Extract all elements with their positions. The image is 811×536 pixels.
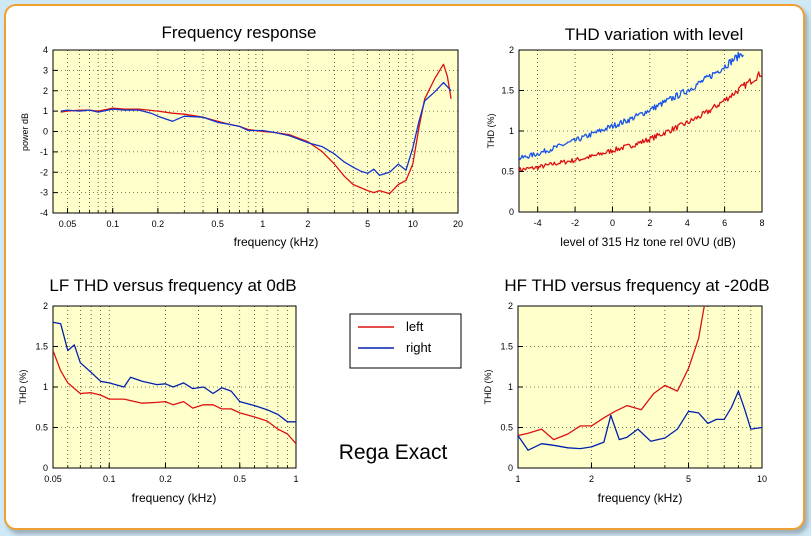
x-tick-label: 0.2 bbox=[152, 219, 165, 229]
y-axis-label: THD (%) bbox=[483, 370, 493, 405]
x-tick-label: 4 bbox=[685, 218, 690, 228]
product-label: Rega Exact bbox=[339, 441, 448, 464]
lf-thd-chart: 0.05 0.1 0.2 0.5 1 0 0.5 1 1.5 2 LF THD versus fr… bbox=[18, 276, 299, 505]
chart-plot-area bbox=[52, 49, 459, 214]
chart-title: HF THD versus frequency at -20dB bbox=[504, 276, 769, 295]
y-tick-label: 3 bbox=[43, 65, 48, 75]
y-axis-label: THD (%) bbox=[486, 114, 496, 149]
figure-frame: 0.05 0.1 0.2 0.5 1 2 5 10 20 -4 -3 -2 -1 0 1 2 3 4 Freque… bbox=[4, 4, 805, 530]
y-tick-label: 1.5 bbox=[501, 86, 514, 96]
y-tick-label: 0 bbox=[43, 127, 48, 137]
chart-ticks: 0.05 0.1 0.2 0.5 1 0 0.5 1 1.5 2 bbox=[35, 301, 298, 484]
chart-ticks: -4 -2 0 2 4 6 8 0 0.5 1 1.5 2 bbox=[501, 45, 764, 228]
x-tick-label: 1 bbox=[260, 219, 265, 229]
x-tick-label: 0 bbox=[610, 218, 615, 228]
chart-series-group bbox=[518, 306, 762, 451]
series-line-right bbox=[60, 81, 452, 176]
y-tick-label: 2 bbox=[509, 45, 514, 55]
x-tick-label: 2 bbox=[589, 474, 594, 484]
series-line-left bbox=[518, 306, 705, 441]
legend-right-label: right bbox=[406, 340, 432, 355]
chart-grid bbox=[53, 306, 296, 468]
x-tick-label: 1 bbox=[293, 474, 298, 484]
hf-thd-chart: 1 2 5 10 0 0.5 1 1.5 2 HF THD versus frequency a… bbox=[483, 276, 770, 505]
series-line-left bbox=[53, 350, 296, 445]
y-tick-label: 0.5 bbox=[501, 167, 514, 177]
x-tick-label: -4 bbox=[534, 218, 542, 228]
x-tick-label: 2 bbox=[647, 218, 652, 228]
x-tick-label: 0.1 bbox=[106, 219, 119, 229]
x-tick-label: 0.5 bbox=[211, 219, 224, 229]
x-axis-label: frequency (kHz) bbox=[132, 491, 217, 505]
x-tick-label: 20 bbox=[453, 219, 463, 229]
y-tick-label: 0 bbox=[43, 463, 48, 473]
x-tick-label: 0.1 bbox=[103, 474, 116, 484]
x-tick-label: 1 bbox=[515, 474, 520, 484]
series-line-left bbox=[519, 71, 762, 173]
y-tick-label: 2 bbox=[508, 301, 513, 311]
x-tick-label: 5 bbox=[686, 474, 691, 484]
y-tick-label: 1 bbox=[43, 106, 48, 116]
x-tick-label: 0.2 bbox=[159, 474, 172, 484]
x-axis-label: frequency (kHz) bbox=[234, 235, 319, 249]
series-line-left bbox=[60, 63, 452, 195]
y-axis-label: THD (%) bbox=[18, 370, 28, 405]
chart-title: Frequency response bbox=[162, 23, 317, 42]
chart-series-group bbox=[60, 63, 452, 195]
frequency-response-chart: 0.05 0.1 0.2 0.5 1 2 5 10 20 -4 -3 -2 -1 0 1 2 3 4 Freque… bbox=[20, 23, 463, 249]
y-tick-label: 2 bbox=[43, 301, 48, 311]
chart-title: LF THD versus frequency at 0dB bbox=[49, 276, 296, 295]
series-line-right bbox=[53, 321, 296, 423]
x-tick-label: 5 bbox=[365, 219, 370, 229]
y-tick-label: -4 bbox=[40, 208, 48, 218]
x-tick-label: 0.05 bbox=[44, 474, 62, 484]
y-tick-label: -1 bbox=[40, 147, 48, 157]
x-tick-label: 8 bbox=[759, 218, 764, 228]
y-tick-label: 4 bbox=[43, 45, 48, 55]
x-tick-label: 10 bbox=[408, 219, 418, 229]
y-tick-label: 0 bbox=[509, 207, 514, 217]
y-tick-label: 0.5 bbox=[500, 423, 513, 433]
y-axis-label: power dB bbox=[20, 113, 30, 151]
legend-left-label: left bbox=[406, 319, 424, 334]
y-tick-label: 1.5 bbox=[500, 342, 513, 352]
x-tick-label: 6 bbox=[722, 218, 727, 228]
y-tick-label: 1 bbox=[43, 382, 48, 392]
chart-ticks: 1 2 5 10 0 0.5 1 1.5 2 bbox=[500, 301, 767, 484]
y-tick-label: 1 bbox=[509, 126, 514, 136]
y-tick-label: -3 bbox=[40, 188, 48, 198]
y-tick-label: 1.5 bbox=[35, 342, 48, 352]
y-tick-label: 0.5 bbox=[35, 423, 48, 433]
x-tick-label: 10 bbox=[757, 474, 767, 484]
series-line-right bbox=[518, 390, 762, 451]
y-tick-label: 1 bbox=[508, 382, 513, 392]
chart-grid bbox=[518, 306, 762, 468]
chart-series-group bbox=[53, 321, 296, 445]
legend: left right bbox=[349, 313, 462, 369]
y-tick-label: 2 bbox=[43, 86, 48, 96]
x-tick-label: 2 bbox=[305, 219, 310, 229]
y-tick-label: 0 bbox=[508, 463, 513, 473]
x-tick-label: -2 bbox=[571, 218, 579, 228]
series-line-right bbox=[519, 51, 744, 161]
chart-series-group bbox=[519, 51, 762, 173]
chart-title: THD variation with level bbox=[565, 25, 744, 44]
x-tick-label: 0.05 bbox=[59, 219, 77, 229]
legend-box bbox=[349, 313, 462, 369]
chart-grid bbox=[519, 50, 762, 212]
x-axis-label: frequency (kHz) bbox=[598, 491, 683, 505]
y-tick-label: -2 bbox=[40, 167, 48, 177]
x-axis-label: level of 315 Hz tone rel 0VU (dB) bbox=[560, 235, 735, 249]
chart-ticks: 0.05 0.1 0.2 0.5 1 2 5 10 20 -4 -3 -2 -1 0 1 2 3 4 bbox=[40, 45, 463, 229]
x-tick-label: 0.5 bbox=[234, 474, 247, 484]
thd-vs-level-chart: -4 -2 0 2 4 6 8 0 0.5 1 1.5 2 THD variation with le… bbox=[486, 25, 765, 249]
